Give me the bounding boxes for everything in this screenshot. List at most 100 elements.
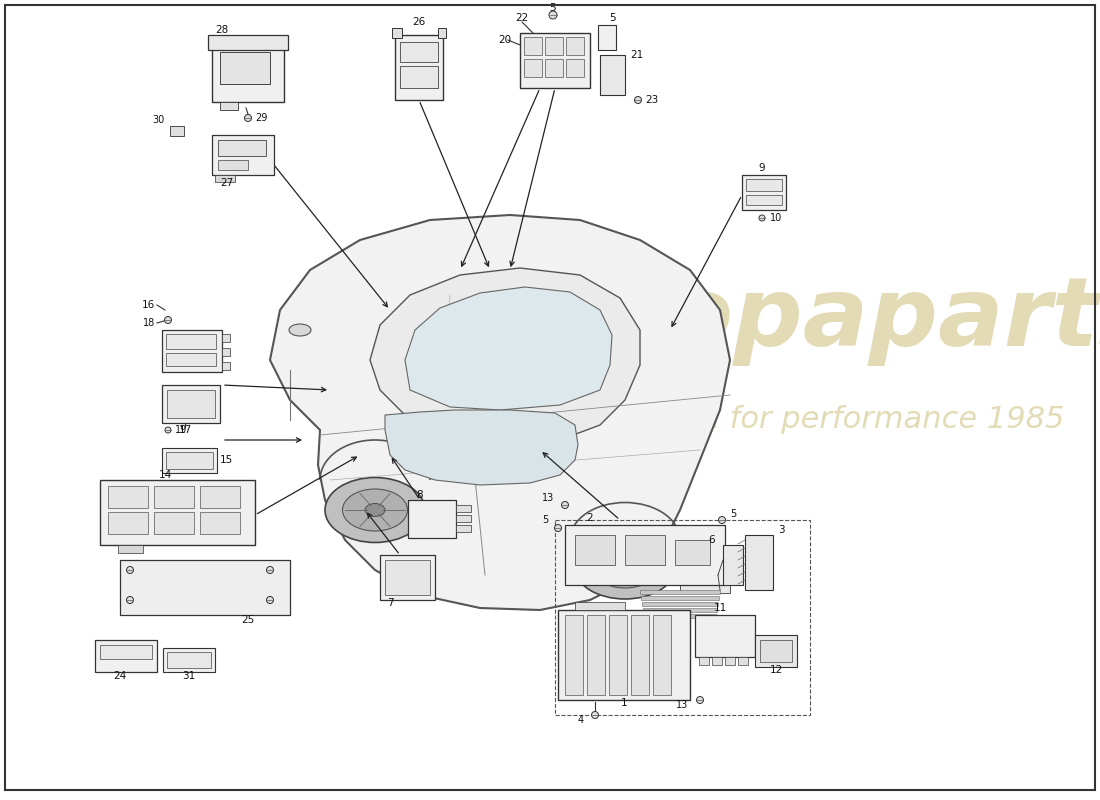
Bar — [154, 512, 194, 534]
Bar — [566, 59, 584, 77]
Bar — [166, 452, 213, 469]
Bar — [544, 59, 563, 77]
Circle shape — [165, 427, 170, 433]
Bar — [379, 555, 434, 600]
Bar — [395, 35, 443, 100]
Polygon shape — [385, 410, 578, 485]
Bar — [695, 615, 755, 657]
Bar — [400, 42, 438, 62]
Bar — [524, 59, 542, 77]
Text: 12: 12 — [769, 665, 782, 675]
Bar — [166, 334, 216, 349]
Bar — [565, 525, 725, 585]
Bar — [598, 25, 616, 50]
Bar — [385, 560, 430, 595]
Bar — [742, 175, 786, 210]
Circle shape — [266, 566, 274, 574]
Text: 30: 30 — [153, 115, 165, 125]
Circle shape — [126, 566, 133, 574]
Bar — [408, 500, 456, 538]
Bar — [725, 657, 735, 665]
Bar — [218, 160, 248, 170]
Text: 24: 24 — [113, 671, 127, 681]
Circle shape — [165, 317, 172, 323]
Bar — [565, 615, 583, 695]
Bar — [723, 545, 743, 585]
Text: 5: 5 — [541, 515, 548, 525]
Circle shape — [554, 525, 561, 531]
Bar — [222, 362, 230, 370]
Bar — [456, 515, 471, 522]
Circle shape — [549, 11, 557, 19]
Bar — [566, 37, 584, 55]
Bar — [162, 448, 217, 473]
Text: 7: 7 — [387, 598, 394, 608]
Bar — [214, 175, 235, 182]
Bar — [712, 657, 722, 665]
Bar — [558, 610, 690, 700]
Bar — [118, 545, 143, 553]
Text: 17: 17 — [178, 425, 191, 435]
Bar — [520, 33, 590, 88]
Bar — [746, 179, 782, 191]
Bar — [163, 648, 214, 672]
Bar — [200, 486, 240, 508]
Text: 4: 4 — [578, 715, 584, 725]
Bar — [524, 37, 542, 55]
Bar — [120, 560, 290, 615]
Text: 27: 27 — [220, 178, 233, 188]
Bar — [644, 608, 717, 611]
Bar — [170, 126, 184, 136]
Bar — [600, 55, 625, 95]
Bar — [108, 512, 148, 534]
Bar — [438, 28, 446, 38]
Bar — [640, 590, 720, 594]
Text: 18: 18 — [143, 318, 155, 328]
Bar — [760, 640, 792, 662]
Bar — [544, 37, 563, 55]
Text: 11: 11 — [714, 603, 727, 613]
Bar — [456, 505, 471, 512]
Text: 22: 22 — [516, 13, 529, 23]
Bar — [625, 535, 666, 565]
Bar — [167, 652, 211, 668]
Text: 13: 13 — [541, 493, 554, 503]
Circle shape — [244, 114, 252, 122]
Circle shape — [592, 711, 598, 718]
Text: 13: 13 — [675, 700, 688, 710]
Bar — [575, 602, 625, 610]
Bar — [456, 525, 471, 532]
Text: 16: 16 — [142, 300, 155, 310]
Bar — [556, 520, 810, 715]
Ellipse shape — [342, 489, 407, 531]
Bar — [680, 575, 730, 593]
Ellipse shape — [615, 562, 635, 574]
Polygon shape — [370, 268, 640, 445]
Bar — [641, 596, 719, 599]
Text: 15: 15 — [220, 455, 233, 465]
Bar — [642, 602, 718, 606]
Ellipse shape — [575, 537, 675, 599]
Text: 2: 2 — [586, 513, 593, 523]
Text: 31: 31 — [183, 671, 196, 681]
Ellipse shape — [593, 548, 658, 588]
Text: 28: 28 — [214, 25, 229, 35]
Text: 3: 3 — [778, 525, 784, 535]
Circle shape — [759, 215, 764, 221]
Bar — [745, 535, 773, 590]
Bar — [755, 635, 797, 667]
Bar — [218, 140, 266, 156]
Circle shape — [266, 597, 274, 603]
Polygon shape — [270, 215, 730, 610]
Bar — [100, 480, 255, 545]
Text: 9: 9 — [759, 163, 766, 173]
Circle shape — [126, 597, 133, 603]
Text: 19: 19 — [175, 425, 187, 435]
Text: 5: 5 — [550, 3, 557, 13]
Bar — [400, 66, 438, 88]
Bar — [200, 512, 240, 534]
Text: 8: 8 — [417, 490, 424, 500]
Ellipse shape — [365, 503, 385, 517]
Bar — [162, 385, 220, 423]
Bar — [698, 657, 710, 665]
